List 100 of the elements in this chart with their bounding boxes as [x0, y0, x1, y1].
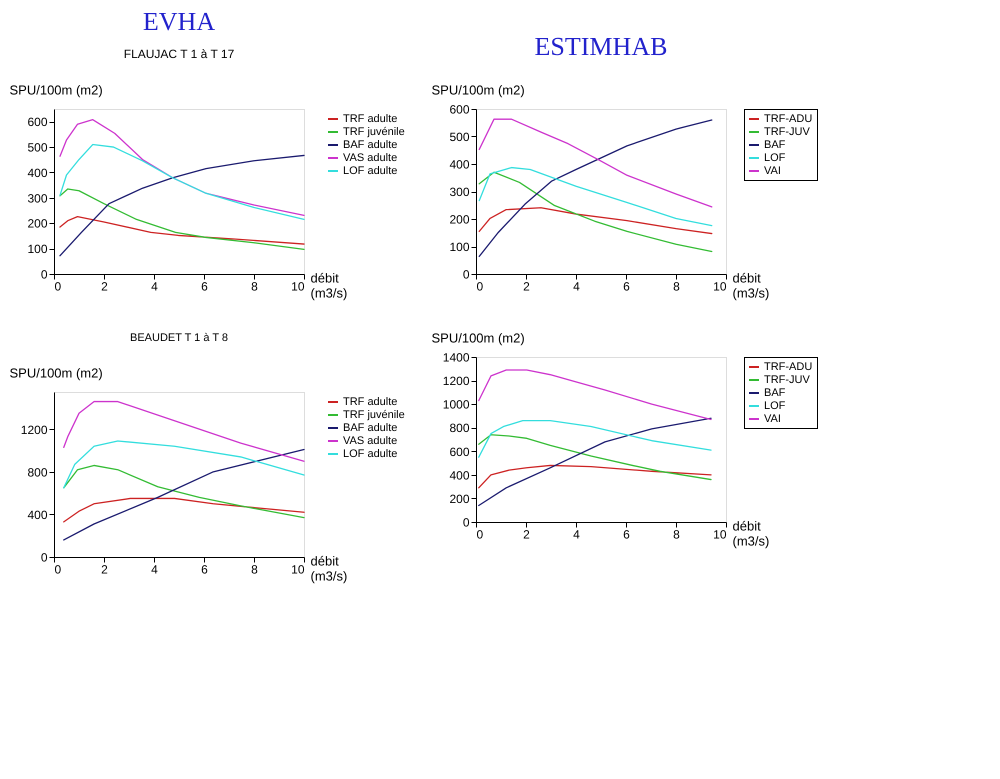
y-axis-title: SPU/100m (m2) [10, 366, 103, 380]
line-series [63, 464, 305, 518]
x-tick-label: 2 [101, 562, 108, 576]
line-series [59, 216, 305, 245]
legend-label: TRF-ADU [764, 113, 812, 125]
x-tick-label: 10 [291, 280, 305, 294]
y-tick-label: 400 [449, 158, 470, 172]
y-tick-label: 800 [449, 421, 470, 436]
legend-label: BAF [764, 139, 786, 151]
x-tick-label: 2 [523, 528, 530, 542]
x-tick-label: 6 [623, 528, 630, 542]
legend-label: LOF adulte [343, 448, 398, 460]
y-tick-label: 500 [27, 140, 48, 155]
line-series [478, 207, 712, 234]
y-tick-label: 1200 [442, 374, 470, 388]
y-tick-label: 100 [449, 240, 470, 254]
y-tick-label: 400 [449, 468, 470, 482]
y-tick-label: 600 [449, 102, 470, 116]
legend-label: TRF juvénile [343, 126, 405, 138]
line-series [478, 420, 712, 458]
x-tick-label: 4 [573, 528, 580, 542]
chart-title: BEAUDET T 1 à T 8 [130, 332, 228, 344]
x-tick-label: 6 [201, 280, 208, 294]
legend-label: LOF [764, 400, 786, 412]
y-axis-title: SPU/100m (m2) [432, 82, 525, 98]
line-series [59, 188, 305, 250]
legend-label: LOF adulte [343, 165, 398, 177]
line-series [59, 154, 305, 256]
line-series [59, 144, 305, 220]
x-tick-label: 8 [251, 562, 258, 576]
y-tick-label: 500 [449, 130, 470, 144]
line-series [478, 434, 712, 480]
y-tick-label: 1000 [442, 398, 470, 412]
legend-label: TRF juvénile [343, 409, 405, 421]
x-axis-title: débit (m3/s) [310, 554, 348, 584]
x-axis-title: débit (m3/s) [732, 270, 770, 300]
y-tick-label: 600 [449, 444, 470, 459]
x-tick-label: 8 [673, 280, 680, 294]
chart-subtitle: FLAUJAC T 1 à T 17 [124, 47, 235, 61]
legend-label: TRF adulte [343, 113, 398, 125]
legend-label: VAI [764, 413, 781, 425]
y-tick-label: 1200 [20, 422, 48, 437]
x-tick-label: 0 [54, 562, 62, 576]
chart-title: EVHA [142, 7, 216, 36]
y-tick-label: 0 [40, 268, 48, 282]
y-tick-label: 400 [27, 508, 48, 522]
y-axis-title: SPU/100m (m2) [10, 82, 103, 98]
x-axis-title: débit (m3/s) [732, 518, 770, 548]
y-tick-label: 400 [27, 166, 48, 180]
x-tick-label: 0 [476, 528, 484, 542]
line-series [478, 172, 712, 252]
y-tick-label: 1400 [442, 350, 470, 364]
x-tick-label: 2 [523, 280, 530, 294]
y-axis-title: SPU/100m (m2) [432, 330, 525, 346]
y-tick-label: 0 [462, 516, 470, 530]
x-tick-label: 0 [54, 280, 62, 294]
line-series [478, 166, 712, 226]
x-tick-label: 0 [476, 280, 484, 294]
y-tick-label: 800 [27, 465, 48, 480]
x-tick-label: 8 [673, 528, 680, 542]
legend-label: VAS adulte [343, 435, 398, 447]
legend-label: BAF adulte [343, 422, 398, 434]
x-tick-label: 10 [713, 528, 727, 542]
x-tick-label: 10 [291, 562, 305, 576]
x-tick-label: 2 [101, 280, 108, 294]
y-tick-label: 300 [449, 185, 470, 199]
line-series [478, 464, 712, 488]
chart-title: ESTIMHAB [534, 32, 668, 61]
y-tick-label: 200 [27, 216, 48, 231]
legend-label: TRF adulte [343, 396, 398, 408]
y-tick-label: 200 [449, 492, 470, 506]
legend-label: TRF-ADU [764, 361, 812, 373]
y-tick-label: 600 [27, 115, 48, 130]
line-series [63, 400, 305, 462]
line-series [478, 418, 712, 506]
x-tick-label: 4 [151, 562, 158, 576]
line-series [478, 119, 712, 258]
x-tick-label: 4 [151, 280, 158, 294]
y-tick-label: 300 [27, 191, 48, 206]
y-tick-label: 0 [462, 268, 470, 282]
x-tick-label: 6 [623, 280, 630, 294]
legend-label: TRF-JUV [764, 126, 810, 138]
line-series [63, 440, 305, 488]
y-tick-label: 100 [27, 242, 48, 256]
line-series [478, 118, 712, 208]
y-tick-label: 0 [40, 550, 48, 564]
legend-label: BAF [764, 387, 786, 399]
x-tick-label: 8 [251, 280, 258, 294]
legend-label: VAS adulte [343, 152, 398, 164]
y-tick-label: 200 [449, 212, 470, 226]
legend-label: VAI [764, 165, 781, 177]
x-tick-label: 10 [713, 280, 727, 294]
x-tick-label: 4 [573, 280, 580, 294]
legend-label: BAF adulte [343, 139, 398, 151]
legend-label: TRF-JUV [764, 374, 810, 386]
line-series [478, 369, 712, 420]
x-tick-label: 6 [201, 562, 208, 576]
x-axis-title: débit (m3/s) [310, 270, 348, 300]
legend-label: LOF [764, 152, 786, 164]
line-series [63, 498, 305, 523]
